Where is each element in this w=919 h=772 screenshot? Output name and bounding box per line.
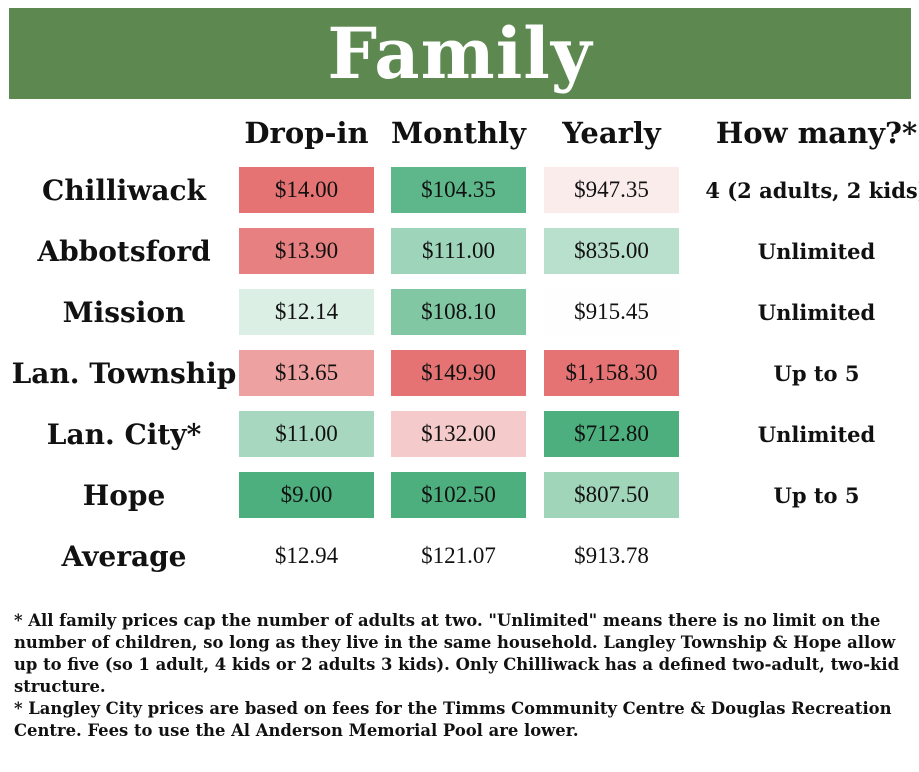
price-cell-yearly: $1,158.30 [544,350,679,396]
price-value: $104.35 [421,177,496,202]
price-value: $149.90 [421,360,496,385]
price-value: $11.00 [275,421,338,446]
price-cell-monthly: $102.50 [391,472,526,518]
price-cell-yearly: $947.35 [544,167,679,213]
price-cell-monthly: $104.35 [391,167,526,213]
how-many-value: 4 (2 adults, 2 kids) [705,177,919,203]
price-cell-drop-in: $11.00 [239,411,374,457]
chart-title: Family [327,11,593,95]
price-cell-yearly: $913.78 [544,533,679,579]
price-cell-drop-in: $13.90 [239,228,374,274]
row-label: Abbotsford [37,234,211,268]
colhead-yearly: Yearly [562,116,661,150]
price-value: $712.80 [574,421,649,446]
price-cell-monthly: $111.00 [391,228,526,274]
price-value: $9.00 [280,482,333,507]
colhead-drop-in: Drop-in [244,116,369,150]
colhead-monthly: Monthly [391,116,526,150]
price-cell-drop-in: $13.65 [239,350,374,396]
row-label: Mission [62,295,186,329]
price-cell-yearly: $915.45 [544,289,679,335]
price-value: $14.00 [274,177,339,202]
price-cell-monthly: $121.07 [391,533,526,579]
price-cell-drop-in: $14.00 [239,167,374,213]
price-value: $132.00 [421,421,496,446]
price-cell-monthly: $108.10 [391,289,526,335]
row-label: Chilliwack [42,173,206,207]
price-value: $111.00 [421,238,496,263]
price-value: $947.35 [574,177,649,202]
price-value: $108.10 [421,299,496,324]
row-label: Average [61,539,187,573]
price-cell-drop-in: $12.94 [239,533,374,579]
price-value: $12.94 [274,543,339,568]
price-value: $1,158.30 [565,360,658,385]
price-cell-yearly: $835.00 [544,228,679,274]
price-value: $835.00 [574,238,649,263]
price-value: $121.07 [421,543,496,568]
title-banner: Family [9,8,911,99]
price-cell-drop-in: $9.00 [239,472,374,518]
footnote-family-cap: * All family prices cap the number of ad… [14,611,900,696]
price-value: $13.90 [274,238,339,263]
price-value: $12.14 [274,299,339,324]
price-value: $913.78 [574,543,649,568]
footnotes: * All family prices cap the number of ad… [14,610,914,742]
how-many-value: Unlimited [757,421,876,447]
price-value: $807.50 [574,482,649,507]
row-label: Lan. City* [46,417,202,451]
price-value: $915.45 [574,299,649,324]
price-cell-yearly: $807.50 [544,472,679,518]
how-many-value: Up to 5 [773,482,860,508]
price-cell-yearly: $712.80 [544,411,679,457]
price-cell-monthly: $132.00 [391,411,526,457]
price-cell-monthly: $149.90 [391,350,526,396]
price-value: $13.65 [274,360,339,385]
footnote-langley-city: * Langley City prices are based on fees … [14,699,892,740]
row-label: Lan. Township [11,356,237,390]
colhead-how-many: How many?* [715,116,918,150]
price-cell-drop-in: $12.14 [239,289,374,335]
price-value: $102.50 [421,482,496,507]
row-label: Hope [82,478,166,512]
how-many-value: Unlimited [757,238,876,264]
how-many-value: Unlimited [757,299,876,325]
how-many-value: Up to 5 [773,360,860,386]
